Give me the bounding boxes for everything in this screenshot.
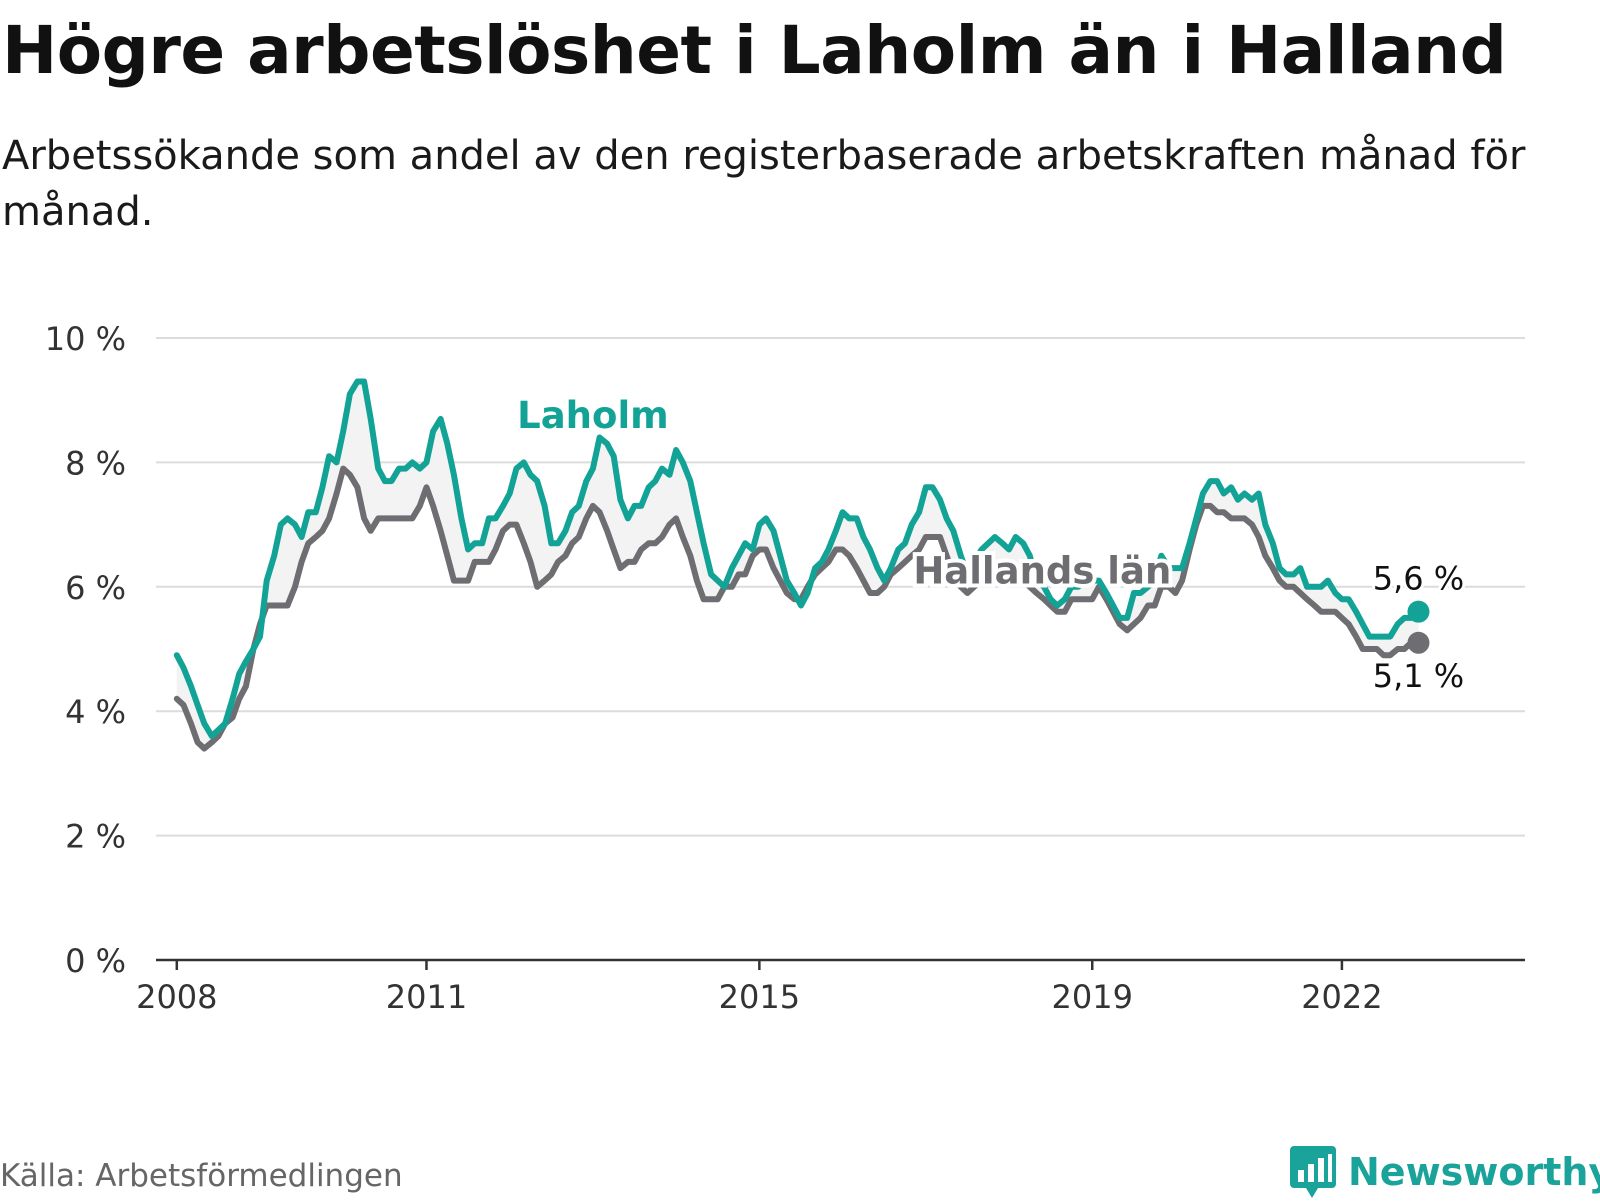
end-point-halland xyxy=(1407,631,1430,654)
difference-band xyxy=(176,381,1419,749)
brand-logo[interactable]: Newsworthy xyxy=(1288,1142,1600,1202)
end-label-halland: 5,1 % xyxy=(1373,657,1464,695)
x-tick-label: 2022 xyxy=(1301,978,1382,1016)
y-tick-label: 6 % xyxy=(65,569,126,607)
line-chart: 0 % 2 % 4 % 6 % 8 % 10 % 2008 2011 2015 2019 2022… xyxy=(45,320,1525,1016)
chart-subtitle: Arbetssökande som andel av den registerb… xyxy=(2,133,1526,235)
brand-name: Newsworthy xyxy=(1348,1150,1600,1194)
y-tick-label: 4 % xyxy=(65,693,126,731)
x-axis: 2008 2011 2015 2019 2022 xyxy=(136,958,1525,1016)
series-label-laholm: Laholm xyxy=(517,394,669,437)
end-point-laholm xyxy=(1407,600,1430,623)
y-tick-label: 8 % xyxy=(65,444,126,482)
chart-title: Högre arbetslöshet i Laholm än i Halland xyxy=(2,12,1507,89)
series-label-halland: Hallands län xyxy=(913,550,1171,593)
bar-chart-icon xyxy=(1290,1146,1336,1198)
source-note: Källa: Arbetsförmedlingen xyxy=(0,1158,403,1194)
x-tick-label: 2011 xyxy=(386,978,467,1016)
series-lines xyxy=(173,378,1430,752)
end-label-laholm: 5,6 % xyxy=(1373,560,1464,598)
series-labels: Laholm Hallands län 5,6 % 5,1 % xyxy=(513,390,1467,698)
y-tick-label: 10 % xyxy=(45,320,126,358)
x-tick-label: 2008 xyxy=(136,978,217,1016)
series-line-laholm xyxy=(173,378,1422,740)
y-axis-ticks: 0 % 2 % 4 % 6 % 8 % 10 % xyxy=(45,320,126,980)
x-tick-label: 2019 xyxy=(1052,978,1133,1016)
x-tick-label: 2015 xyxy=(719,978,800,1016)
y-tick-label: 0 % xyxy=(65,942,126,980)
y-tick-label: 2 % xyxy=(65,818,126,856)
